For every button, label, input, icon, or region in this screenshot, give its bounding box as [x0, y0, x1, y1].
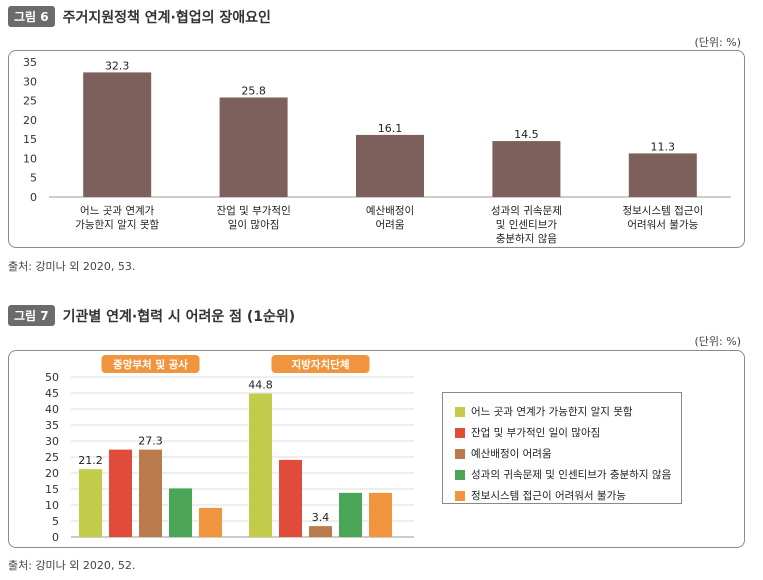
legend-swatch	[455, 427, 465, 438]
category-label: 충분하지 않음	[496, 232, 558, 245]
figure6-title: 주거지원정책 연계·협업의 장애요인	[62, 9, 271, 26]
bar	[169, 488, 192, 537]
category-label: 및 인센티브가	[496, 219, 558, 231]
legend-swatch	[455, 406, 465, 417]
bar	[356, 134, 424, 197]
category-label: 잔업 및 부가적인	[216, 204, 290, 217]
y-tick-label: 0	[30, 191, 37, 204]
data-label: 25.8	[241, 84, 266, 97]
y-tick-label: 40	[45, 403, 59, 416]
figure7-legend: 어느 곳과 연계가 가능한지 알지 못함 잔업 및 부가적인 일이 많아짐 예산…	[442, 392, 682, 504]
y-tick-label: 45	[45, 387, 59, 400]
figure7-badge: 그림 7	[8, 305, 55, 326]
figure7-source: 출처: 강미나 외 2020, 52.	[8, 559, 136, 572]
legend-item: 잔업 및 부가적인 일이 많아짐	[443, 422, 681, 443]
legend-label: 잔업 및 부가적인 일이 많아짐	[471, 427, 601, 439]
y-tick-label: 20	[45, 467, 59, 480]
category-label: 예산배정이	[366, 204, 414, 217]
y-tick-label: 5	[52, 515, 59, 528]
data-label: 21.2	[78, 454, 103, 467]
data-label: 3.4	[312, 511, 330, 524]
bar	[83, 72, 152, 197]
group-label: 지방자치단체	[292, 358, 350, 371]
y-tick-label: 20	[23, 114, 37, 127]
y-tick-label: 10	[23, 152, 37, 165]
y-tick-label: 50	[45, 371, 59, 384]
y-tick-label: 25	[23, 95, 37, 108]
group-label-box	[271, 355, 370, 373]
bar	[219, 97, 288, 197]
category-label: 가능한지 알지 못함	[75, 219, 159, 231]
y-tick-label: 15	[45, 483, 59, 496]
bar	[628, 153, 697, 197]
data-label: 16.1	[378, 122, 403, 135]
figure7-frame: 0 5 10 15 20 25 30 35 40 45 50 중앙부처 및 공사 지방자치단체 21.2 2…	[8, 350, 745, 548]
data-label: 11.3	[651, 140, 676, 153]
legend-swatch	[455, 490, 465, 501]
figure7-unit: (단위: %)	[694, 335, 741, 348]
category-label: 일이 많아짐	[228, 218, 280, 231]
figure6-source: 출처: 강미나 외 2020, 53.	[8, 260, 136, 273]
bar	[79, 469, 102, 537]
category-label: 어느 곳과 연계가	[80, 205, 155, 217]
figure6-badge: 그림 6	[8, 6, 55, 27]
category-label: 어려워서 불가능	[627, 218, 698, 231]
data-label: 32.3	[105, 59, 130, 72]
legend-item: 성과의 귀속문제 및 인센티브가 충분하지 않음	[443, 464, 681, 485]
figure7-title: 기관별 연계·협력 시 어려운 점 (1순위)	[62, 308, 296, 325]
group-label: 중앙부처 및 공사	[113, 358, 188, 371]
figure7-chart: 0 5 10 15 20 25 30 35 40 45 50 중앙부처 및 공사 지방자치단체 21.2 2…	[45, 355, 414, 544]
bar	[109, 449, 132, 537]
legend-label: 예산배정이 어려움	[471, 448, 552, 460]
bar	[139, 449, 162, 537]
category-label: 정보시스템 접근이	[622, 205, 703, 217]
data-label: 14.5	[514, 128, 539, 141]
legend-item: 정보시스템 접근이 어려워서 불가능	[443, 485, 681, 506]
data-label: 44.8	[248, 379, 273, 392]
y-tick-label: 30	[23, 75, 37, 88]
category-label: 어려움	[376, 219, 405, 231]
y-tick-label: 0	[52, 531, 59, 544]
legend-label: 어느 곳과 연계가 가능한지 알지 못함	[471, 406, 633, 418]
y-tick-label: 30	[45, 435, 59, 448]
legend-label: 성과의 귀속문제 및 인센티브가 충분하지 않음	[471, 469, 672, 481]
y-tick-label: 25	[45, 451, 59, 464]
category-label: 성과의 귀속문제	[491, 205, 562, 217]
bar	[369, 492, 392, 537]
legend-item: 예산배정이 어려움	[443, 443, 681, 464]
figure6-unit: (단위: %)	[694, 36, 741, 49]
bar	[199, 507, 222, 537]
figure7-title-row: 그림 7 기관별 연계·협력 시 어려운 점 (1순위)	[8, 305, 295, 326]
y-tick-label: 10	[45, 499, 59, 512]
bar	[339, 492, 362, 537]
y-tick-label: 15	[23, 133, 37, 146]
legend-label: 정보시스템 접근이 어려워서 불가능	[471, 490, 626, 502]
bar	[249, 393, 272, 537]
legend-swatch	[455, 448, 465, 459]
bar	[309, 526, 332, 537]
bar	[279, 459, 302, 537]
group-label-box	[101, 355, 200, 373]
data-label: 27.3	[138, 435, 163, 448]
bar	[492, 141, 561, 197]
y-tick-label: 35	[23, 56, 37, 69]
legend-swatch	[455, 469, 465, 480]
figure6-title-row: 그림 6 주거지원정책 연계·협업의 장애요인	[8, 6, 271, 27]
y-tick-label: 5	[30, 172, 37, 185]
legend-item: 어느 곳과 연계가 가능한지 알지 못함	[443, 401, 681, 422]
y-tick-label: 35	[45, 419, 59, 432]
